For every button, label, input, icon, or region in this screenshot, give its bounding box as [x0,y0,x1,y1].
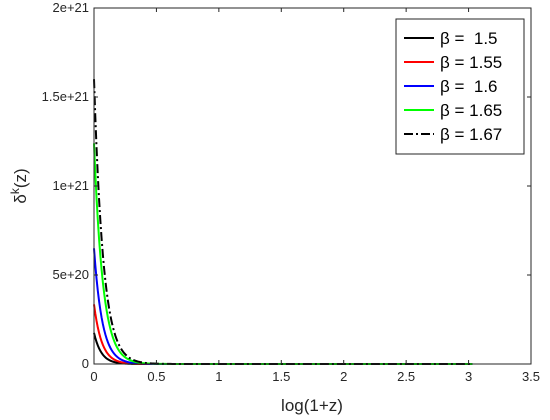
y-tick-label: 1e+21 [52,178,89,193]
legend-label-5: β = 1.67 [440,125,502,144]
legend-label-1: β = 1.5 [440,29,498,48]
y-tick-label: 0 [82,356,89,371]
x-tick-label: 1 [215,369,222,384]
x-tick-label: 0 [90,369,97,384]
y-axis-label: δk(z) [8,168,30,203]
x-axis-label: log(1+z) [281,396,343,415]
x-tick-label: 3.5 [522,369,540,384]
y-tick-label: 2e+21 [52,0,89,15]
x-tick-label: 0.5 [147,369,165,384]
legend-label-2: β = 1.55 [440,53,502,72]
y-axis-label-sup: k [8,187,22,194]
x-tick-label: 1.5 [272,369,290,384]
legend-items: β = 1.5 β = 1.55 β = 1.6 β = 1.65 β = 1.67 [404,29,502,144]
y-tick-label: 5e+20 [52,267,89,282]
legend-label-3: β = 1.6 [440,77,498,96]
y-axis-label-tail: (z) [11,168,30,188]
x-tick-label: 3 [465,369,472,384]
tick-layer: 0 0.5 1 1.5 2 2.5 3 3.5 0 5e+20 1e+21 1.5e+21 2e+21 [42,0,540,384]
legend: β = 1.5 β = 1.55 β = 1.6 β = 1.65 β = 1.67 [395,18,525,155]
legend-label-4: β = 1.65 [440,101,502,120]
y-axis-label-base: δ [11,194,30,203]
y-tick-label: 1.5e+21 [42,89,89,104]
x-tick-label: 2 [340,369,347,384]
x-tick-label: 2.5 [397,369,415,384]
